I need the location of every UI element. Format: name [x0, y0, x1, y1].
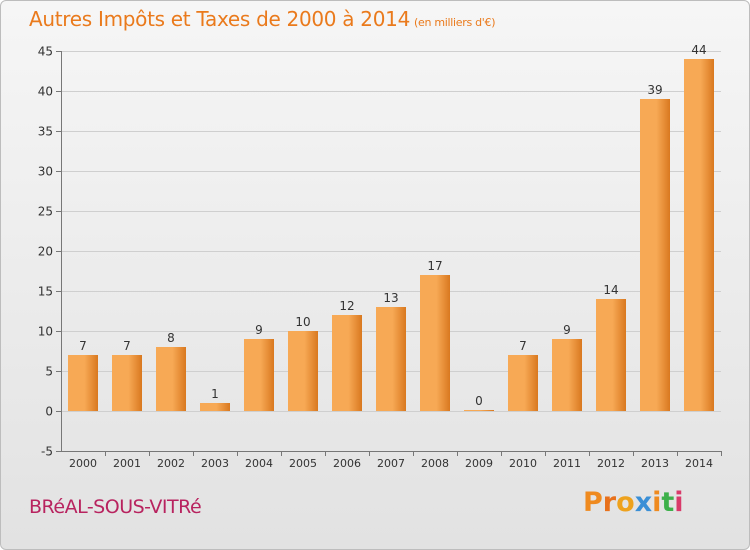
- x-tick-label: 2002: [157, 457, 185, 470]
- x-tick-label: 2012: [597, 457, 625, 470]
- value-label: 7: [79, 339, 87, 353]
- bar: [640, 99, 670, 411]
- bar: [376, 307, 406, 411]
- value-label: 7: [123, 339, 131, 353]
- y-tick-label: 20: [38, 245, 53, 259]
- bar: [464, 410, 494, 411]
- logo-letter: x: [634, 487, 653, 518]
- bar: [332, 315, 362, 411]
- bar: [288, 331, 318, 411]
- bar: [112, 355, 142, 411]
- chart-title: Autres Impôts et Taxes de 2000 à 2014 (en…: [29, 7, 495, 31]
- value-label: 1: [211, 387, 219, 401]
- value-label: 9: [255, 323, 263, 337]
- x-tick-label: 2001: [113, 457, 141, 470]
- bar: [552, 339, 582, 411]
- bar: [596, 299, 626, 411]
- y-tick-label: 45: [38, 45, 53, 59]
- y-tick-label: 30: [38, 165, 53, 179]
- bar: [244, 339, 274, 411]
- x-tick-label: 2000: [69, 457, 97, 470]
- x-tick-label: 2009: [465, 457, 493, 470]
- logo-letter: i: [674, 487, 684, 518]
- value-label: 17: [427, 259, 442, 273]
- value-label: 14: [603, 283, 618, 297]
- bar: [684, 59, 714, 411]
- value-label: 9: [563, 323, 571, 337]
- y-tick-label: 10: [38, 325, 53, 339]
- value-label: 8: [167, 331, 175, 345]
- value-label: 0: [475, 394, 483, 408]
- chart-axes: [56, 51, 722, 456]
- x-tick-label: 2004: [245, 457, 273, 470]
- chart-unit: (en milliers d'€): [414, 16, 496, 29]
- x-tick-label: 2010: [509, 457, 537, 470]
- value-label: 7: [519, 339, 527, 353]
- y-tick-label: 40: [38, 85, 53, 99]
- bar: [200, 403, 230, 411]
- logo-letter: i: [652, 487, 662, 518]
- value-label: 13: [383, 291, 398, 305]
- y-tick-label: 25: [38, 205, 53, 219]
- x-tick-label: 2008: [421, 457, 449, 470]
- bar: [420, 275, 450, 411]
- y-tick-label: 35: [38, 125, 53, 139]
- y-tick-label: 5: [45, 365, 53, 379]
- x-tick-label: 2014: [685, 457, 713, 470]
- logo-letter: o: [616, 487, 635, 518]
- y-tick-label: -5: [41, 445, 53, 459]
- x-tick-label: 2011: [553, 457, 581, 470]
- x-tick-label: 2006: [333, 457, 361, 470]
- logo-letter: t: [661, 487, 675, 518]
- value-label: 44: [691, 43, 706, 57]
- proxiti-logo: Proxiti: [583, 487, 684, 518]
- chart-bars: [68, 59, 714, 411]
- value-label: 12: [339, 299, 354, 313]
- y-tick-label: 15: [38, 285, 53, 299]
- x-tick-label: 2007: [377, 457, 405, 470]
- x-tick-label: 2013: [641, 457, 669, 470]
- chart-labels: -5 0 5 10 15 20 25 30 35 40 45 7 2000 7 2001 8 2002 1 2003…: [38, 43, 713, 470]
- value-label: 39: [647, 83, 662, 97]
- chart-title-text: Autres Impôts et Taxes de 2000 à 2014: [29, 7, 410, 31]
- logo-letter: P: [583, 487, 603, 518]
- y-tick-label: 0: [45, 405, 53, 419]
- bar: [156, 347, 186, 411]
- value-label: 10: [295, 315, 310, 329]
- commune-name: BRéAL-SOUS-VITRé: [29, 496, 202, 518]
- logo-letter: r: [602, 487, 617, 518]
- x-tick-label: 2005: [289, 457, 317, 470]
- bar: [508, 355, 538, 411]
- x-tick-label: 2003: [201, 457, 229, 470]
- bar: [68, 355, 98, 411]
